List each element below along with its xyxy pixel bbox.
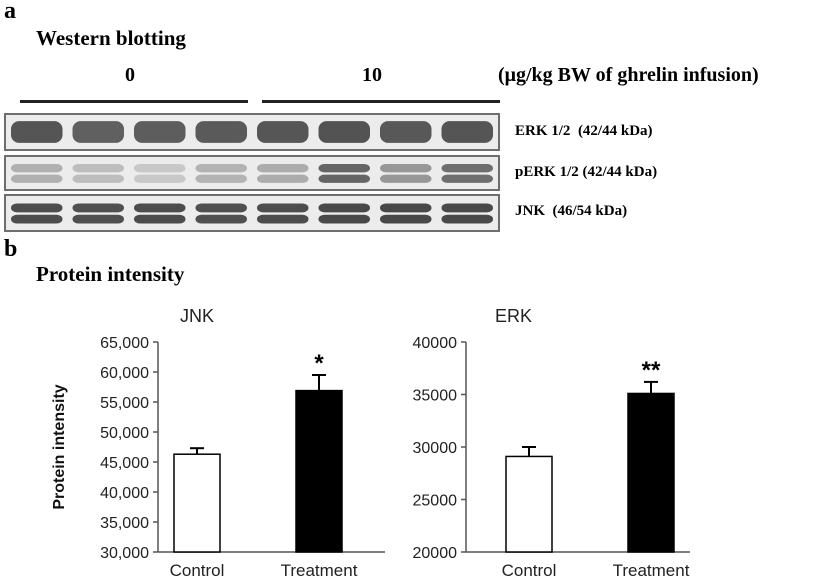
- dose-unit-label: (μg/kg BW of ghrelin infusion): [498, 64, 759, 86]
- erk-1-2-lane-1-band: [11, 121, 63, 143]
- jnk-band-size: (46/54 kDa): [552, 203, 628, 219]
- jnk-lane-3-upper-band: [134, 203, 186, 213]
- dose-group-10-label: 10: [362, 64, 382, 86]
- panel-a-letter: a: [4, 0, 16, 24]
- erk-1-2-lane-6-band: [318, 121, 370, 143]
- perk-1-2-lane-8-upper-band: [441, 164, 493, 173]
- erk-y-tick-label-4: 40000: [413, 335, 458, 352]
- jnk-significance-treatment: *: [314, 350, 324, 377]
- protein-intensity-title: Protein intensity: [36, 262, 185, 286]
- jnk-y-tick-label-0: 30,000: [100, 545, 149, 562]
- jnk-y-tick-label-7: 65,000: [100, 335, 149, 352]
- perk-1-2-lane-3-lower-band: [134, 174, 186, 183]
- jnk-lane-4-lower-band: [195, 214, 247, 224]
- perk-1-2-lane-7-lower-band: [380, 174, 432, 183]
- perk-1-2-lane-6-lower-band: [318, 174, 370, 183]
- erk-1-2-lane-2-band: [72, 121, 124, 143]
- jnk-band-name: JNK: [515, 203, 545, 219]
- erk-y-tick-label-2: 30000: [413, 440, 458, 457]
- jnk-y-tick-label-2: 40,000: [100, 485, 149, 502]
- erk-bar-treatment: [627, 392, 675, 553]
- perk-band-label: pERK 1/2 (42/44 kDa): [515, 164, 657, 181]
- jnk-lane-7-lower-band: [380, 214, 432, 224]
- panel-b-letter: b: [4, 236, 18, 262]
- erk-1-2-lane-7-band: [380, 121, 432, 143]
- erk-category-label-treatment: Treatment: [613, 561, 690, 580]
- perk-band-size: (42/44 kDa): [582, 164, 658, 180]
- group-10-bracket-line: [262, 100, 500, 103]
- erk-band-label: ERK 1/2 (42/44 kDa): [515, 123, 653, 140]
- jnk-y-tick-label-3: 45,000: [100, 455, 149, 472]
- erk-chart-title: ERK: [495, 306, 532, 326]
- jnk-lane-5-lower-band: [257, 214, 309, 224]
- jnk-lane-1-upper-band: [11, 203, 63, 213]
- perk-band-name: pERK 1/2: [515, 164, 579, 180]
- erk-1-2-lane-5-band: [257, 121, 309, 143]
- erk-y-tick-label-3: 35000: [413, 388, 458, 405]
- erk-blot-strip: [4, 113, 500, 151]
- erk-band-name: ERK 1/2: [515, 123, 571, 139]
- jnk-bar-chart: JNK Protein intensity 30,000 35,000 40,000 45…: [51, 306, 385, 580]
- jnk-blot-strip: [4, 194, 500, 232]
- perk-1-2-lane-5-upper-band: [257, 164, 309, 173]
- perk-1-2-lane-6-upper-band: [318, 164, 370, 173]
- perk-1-2-lane-2-lower-band: [72, 174, 124, 183]
- jnk-band-label: JNK (46/54 kDa): [515, 203, 627, 220]
- perk-1-2-lane-8-lower-band: [441, 174, 493, 183]
- perk-blot-bands: [11, 164, 493, 183]
- perk-1-2-lane-5-lower-band: [257, 174, 309, 183]
- erk-band-size: (42/44 kDa): [577, 123, 653, 139]
- erk-blot-bands: [11, 121, 493, 143]
- jnk-lane-2-lower-band: [72, 214, 124, 224]
- perk-1-2-lane-4-upper-band: [195, 164, 247, 173]
- jnk-y-tick-label-6: 60,000: [100, 365, 149, 382]
- erk-1-2-lane-4-band: [195, 121, 247, 143]
- jnk-lane-6-upper-band: [318, 203, 370, 213]
- jnk-lane-8-upper-band: [441, 203, 493, 213]
- erk-bar-chart: ERK 20000 25000 30000 35000 40000 Control Treat…: [413, 306, 690, 580]
- jnk-y-tick-label-5: 55,000: [100, 395, 149, 412]
- jnk-lane-1-lower-band: [11, 214, 63, 224]
- jnk-chart-title: JNK: [180, 306, 214, 326]
- perk-1-2-lane-2-upper-band: [72, 164, 124, 173]
- perk-1-2-lane-1-upper-band: [11, 164, 63, 173]
- erk-category-label-control: Control: [502, 561, 557, 580]
- jnk-y-axis-label: Protein intensity: [51, 384, 68, 509]
- jnk-lane-5-upper-band: [257, 203, 309, 213]
- jnk-bar-treatment: [295, 389, 343, 553]
- jnk-category-label-control: Control: [170, 561, 225, 580]
- perk-1-2-lane-3-upper-band: [134, 164, 186, 173]
- group-0-bracket-line: [20, 100, 248, 103]
- jnk-category-label-treatment: Treatment: [281, 561, 358, 580]
- jnk-bar-control: [173, 453, 221, 553]
- jnk-lane-4-upper-band: [195, 203, 247, 213]
- jnk-y-tick-label-1: 35,000: [100, 515, 149, 532]
- western-blot-title: Western blotting: [36, 26, 186, 50]
- dose-group-0-label: 0: [125, 64, 135, 86]
- perk-1-2-lane-7-upper-band: [380, 164, 432, 173]
- jnk-lane-7-upper-band: [380, 203, 432, 213]
- erk-1-2-lane-3-band: [134, 121, 186, 143]
- erk-1-2-lane-8-band: [441, 121, 493, 143]
- perk-blot-strip: [4, 155, 500, 191]
- erk-bar-control: [505, 455, 553, 553]
- jnk-lane-6-lower-band: [318, 214, 370, 224]
- perk-1-2-lane-1-lower-band: [11, 174, 63, 183]
- perk-1-2-lane-4-lower-band: [195, 174, 247, 183]
- jnk-lane-2-upper-band: [72, 203, 124, 213]
- erk-significance-treatment: **: [642, 357, 661, 384]
- jnk-lane-8-lower-band: [441, 214, 493, 224]
- jnk-blot-bands: [11, 203, 493, 224]
- erk-y-tick-label-1: 25000: [413, 493, 458, 510]
- jnk-y-tick-label-4: 50,000: [100, 425, 149, 442]
- erk-y-tick-label-0: 20000: [413, 545, 458, 562]
- jnk-lane-3-lower-band: [134, 214, 186, 224]
